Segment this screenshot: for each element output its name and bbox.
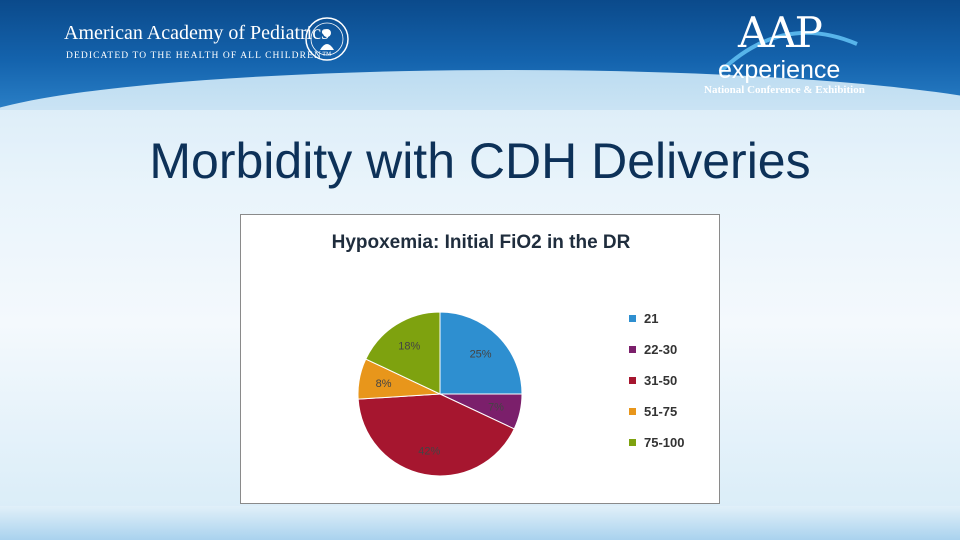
legend-swatch <box>629 377 636 384</box>
pie-data-label: 18% <box>398 341 420 353</box>
pie-slice-21 <box>439 311 523 395</box>
chart-title: Hypoxemia: Initial FiO2 in the DR <box>331 232 631 253</box>
pie-data-label: 7% <box>488 402 504 414</box>
legend-swatch <box>629 315 636 322</box>
aap-seal-icon <box>305 17 349 61</box>
pie-slice-75-100 <box>365 311 441 395</box>
legend-label: 51-75 <box>644 404 678 419</box>
pie-data-label: 25% <box>470 348 492 360</box>
org-name: American Academy of Pediatrics <box>64 22 329 44</box>
bottom-band <box>0 506 960 540</box>
legend-label: 22-30 <box>644 342 678 357</box>
logo-arc-icon <box>718 30 858 74</box>
slide-title: Morbidity with CDH Deliveries <box>149 133 811 189</box>
conference-subtitle: National Conference & Exhibition <box>704 84 865 96</box>
conference-brand: AAP <box>738 8 823 57</box>
pie-data-label: 42% <box>418 445 440 457</box>
conference-logo: AAP experience National Conference & Exh… <box>702 8 888 102</box>
legend-label: 31-50 <box>644 373 678 388</box>
org-tagline: DEDICATED TO THE HEALTH OF ALL CHILDREN™ <box>66 51 333 61</box>
legend-label: 75-100 <box>644 435 685 450</box>
pie-slice-31-50 <box>357 393 515 477</box>
legend-swatch <box>629 408 636 415</box>
legend-label: 21 <box>644 311 659 326</box>
pie-chart: 25% 7% 42% 8% 18% <box>357 311 523 477</box>
legend-swatch <box>629 346 636 353</box>
conference-brand-sub: experience <box>718 56 841 84</box>
legend-swatch <box>629 439 636 446</box>
header-banner: American Academy of Pediatrics DEDICATED… <box>0 0 960 110</box>
pie-data-label: 8% <box>376 378 392 390</box>
chart-container: Hypoxemia: Initial FiO2 in the DR 25% 7% 4… <box>240 214 720 504</box>
